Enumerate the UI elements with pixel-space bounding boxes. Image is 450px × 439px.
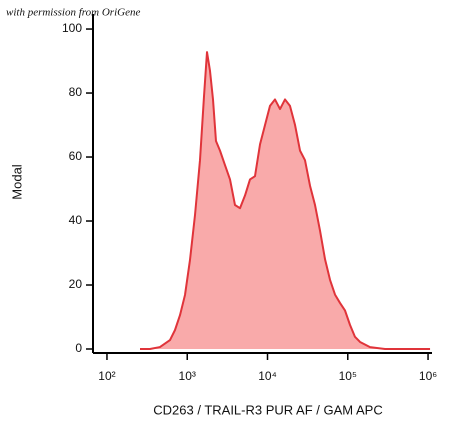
y-tick-label: 100 (62, 21, 82, 35)
y-tick-label: 20 (69, 277, 83, 291)
area-line (140, 51, 431, 350)
x-tick-label: 10⁵ (339, 369, 357, 383)
x-tick-label: 10² (98, 369, 115, 383)
y-tick-label: 80 (69, 85, 83, 99)
x-tick-label: 10³ (179, 369, 196, 383)
x-tick-label: 10⁶ (419, 369, 437, 383)
x-axis-title: CD263 / TRAIL-R3 PUR AF / GAM APC (153, 402, 383, 417)
y-axis-title: Modal (9, 164, 24, 200)
y-tick-label: 60 (69, 149, 83, 163)
area-fill (140, 52, 431, 350)
y-tick-label: 40 (69, 213, 83, 227)
y-tick-label: 0 (75, 341, 82, 355)
annotation: with permission from OriGene (6, 7, 140, 19)
x-tick-label: 10⁴ (258, 369, 277, 383)
